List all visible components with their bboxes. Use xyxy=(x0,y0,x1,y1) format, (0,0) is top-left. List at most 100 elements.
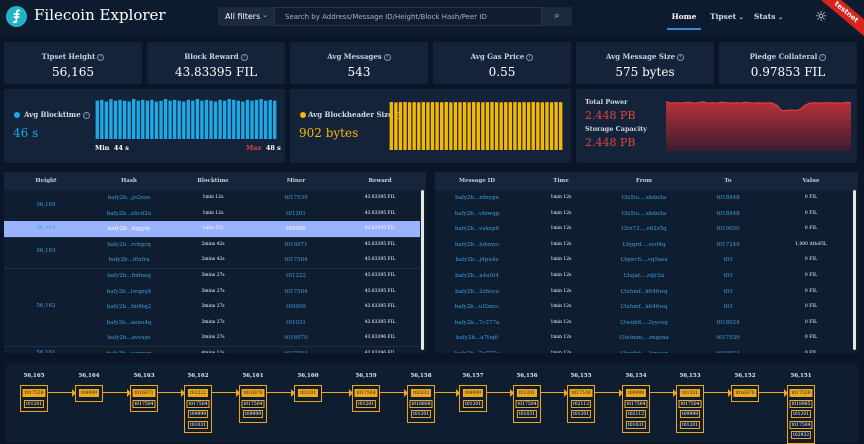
miner-link[interactable]: t09999 xyxy=(286,304,306,311)
block-node[interactable]: t02632 xyxy=(410,389,432,397)
block-node[interactable]: t017504 xyxy=(678,399,702,408)
info-icon[interactable]: i xyxy=(383,54,391,61)
block-node[interactable]: t01201 xyxy=(297,389,319,397)
height-link[interactable]: 56,164 xyxy=(36,225,56,231)
tipset-height-label[interactable]: 56,157 xyxy=(462,373,484,379)
block-node[interactable]: t018808 xyxy=(409,399,433,408)
to-address-link[interactable]: t018924 xyxy=(716,351,739,353)
table-row[interactable]: bafy2b...fn6neq 3mins 27s t01222 43.83395 F… xyxy=(4,268,420,284)
tipset-height-label[interactable]: 56,161 xyxy=(242,373,264,379)
table-row[interactable]: bafy2b...vbiwqg 1min 12s t3z5io....xkdn5a t… xyxy=(435,206,851,222)
block-node[interactable]: t017539 xyxy=(569,389,593,397)
message-id-link[interactable]: bafy2b...vakxp6 xyxy=(454,226,500,233)
filter-select[interactable]: All filters ⌄ xyxy=(218,7,274,26)
tipset-height-label[interactable]: 56,159 xyxy=(355,373,377,379)
height-link[interactable]: 56,165 xyxy=(36,201,56,208)
from-address-link[interactable]: t3z5io....xkdn5a xyxy=(621,210,667,217)
tipset-height-label[interactable]: 56,153 xyxy=(679,373,701,379)
block-node[interactable]: t017539 xyxy=(789,389,813,397)
nav-tipset[interactable]: Tipset ⌄ xyxy=(710,12,744,21)
block-node[interactable]: t01031 xyxy=(625,420,647,429)
block-node[interactable]: t016970 xyxy=(241,389,265,397)
sun-icon[interactable]: ☼ xyxy=(814,9,828,25)
nav-stats[interactable]: Stats ⌄ xyxy=(754,12,783,21)
table-row[interactable]: bafy2b...j4pu4e 1min 12s t3qwc6....vq5asa t… xyxy=(435,252,851,268)
to-address-link[interactable]: t03 xyxy=(723,257,733,264)
table-row[interactable]: bafy2b...i6nfra 2mins 42s t017504 43.83395 … xyxy=(4,252,420,268)
scrollbar[interactable] xyxy=(853,190,856,350)
table-row[interactable]: bafy2b...acnmzx 4mins 12s t017504 43.83396 … xyxy=(4,346,420,353)
block-hash-link[interactable]: bafy2b...jo2nzo xyxy=(107,195,151,201)
table-row[interactable]: bafy2b...xdxyge 1min 12s t3z5io....xkdn5a t… xyxy=(435,190,851,206)
block-node[interactable]: t02932 xyxy=(790,431,812,439)
block-node[interactable]: t01201 xyxy=(23,399,45,408)
table-row[interactable]: bafy2b...rvbgcq 2mins 42s t016971 43.83395 … xyxy=(4,237,420,253)
message-id-link[interactable]: bafy2b...7c277a xyxy=(454,319,500,326)
block-hash-link[interactable]: bafy2b...rvbgcq xyxy=(107,241,151,248)
to-address-link[interactable]: t017249 xyxy=(716,241,740,248)
block-node[interactable]: t01201 xyxy=(790,410,812,418)
table-row[interactable]: bafy2b...aeuu4q 3mins 27s t01031 43.83395 F… xyxy=(4,315,420,331)
block-node[interactable]: t017504 xyxy=(132,399,156,408)
to-address-link[interactable]: t03 xyxy=(723,273,733,279)
block-node[interactable]: t01201 xyxy=(462,399,484,408)
block-node[interactable]: t017504 xyxy=(186,399,210,408)
from-address-link[interactable]: t3wtmm....zngsna xyxy=(619,335,669,342)
tipset-height-label[interactable]: 56,165 xyxy=(23,373,45,379)
tipset-height-label[interactable]: 56,162 xyxy=(187,373,209,379)
block-node[interactable]: t09999 xyxy=(462,389,484,397)
block-hash-link[interactable]: bafy2b...6ggyly xyxy=(107,226,151,233)
block-node[interactable]: t017504 xyxy=(241,399,265,408)
height-link[interactable]: 56,161 xyxy=(36,349,56,353)
block-hash-link[interactable]: bafy2b...acnmzx xyxy=(106,351,151,353)
to-address-link[interactable]: t017539 xyxy=(716,335,740,342)
miner-link[interactable]: t017539 xyxy=(284,195,308,201)
to-address-link[interactable]: t018924 xyxy=(716,319,740,326)
search-input[interactable]: Search by Address/Message ID/Height/Bloc… xyxy=(274,7,542,26)
from-address-link[interactable]: t3rz73....e62z5q xyxy=(621,226,667,233)
block-hash-link[interactable]: bafy2b...avvaze xyxy=(107,335,151,342)
info-icon[interactable]: i xyxy=(97,54,105,61)
height-link[interactable]: 56,162 xyxy=(36,303,56,309)
from-address-link[interactable]: t3uhmf...k646wq xyxy=(620,288,668,295)
block-hash-link[interactable]: bafy2b...fn6neq xyxy=(107,273,151,279)
miner-link[interactable]: t016971 xyxy=(284,241,308,248)
from-address-link[interactable]: t3ujaf....zdjr2a xyxy=(623,273,665,279)
table-row[interactable]: bafy2b...avvaze 3mins 27s t016970 43.83396 … xyxy=(4,330,420,346)
table-row[interactable]: bafy2b...2z6oyo 1min 12s t3uhmf...k646wq t0… xyxy=(435,284,851,300)
to-address-link[interactable]: t019050 xyxy=(716,226,740,233)
block-node[interactable]: t09999 xyxy=(187,410,209,418)
table-row[interactable]: bafy2b...a4ut64 1min 12s t3ujaf....zdjr2a t… xyxy=(435,268,851,284)
block-node[interactable]: t01201 xyxy=(355,399,377,408)
table-row[interactable]: bafy2b...a7tiq6 1min 12s t3wtmm....zngsna t… xyxy=(435,330,851,346)
miner-link[interactable]: t016970 xyxy=(284,335,308,342)
table-row[interactable]: bafy2b...lohmys 1min 12s t3qqrd....eisf4q t… xyxy=(435,237,851,253)
height-link[interactable]: 56,163 xyxy=(36,248,56,255)
info-icon[interactable]: i xyxy=(677,54,685,61)
to-address-link[interactable]: t018848 xyxy=(716,210,740,217)
info-icon[interactable]: i xyxy=(240,54,248,61)
message-id-link[interactable]: bafy2b...7c277a xyxy=(455,351,500,353)
tipset-height-label[interactable]: 56,164 xyxy=(78,373,100,379)
tipset-height-label[interactable]: 56,158 xyxy=(410,373,432,379)
to-address-link[interactable]: t03 xyxy=(723,304,733,311)
block-hash-link[interactable]: bafy2b...fm6tq2 xyxy=(106,304,152,311)
block-node[interactable]: t01031 xyxy=(187,420,209,429)
block-hash-link[interactable]: bafy2b...x6cd2u xyxy=(106,210,152,217)
from-address-link[interactable]: t3wnb6....3yyceq xyxy=(620,319,668,326)
from-address-link[interactable]: t3qqrd....eisf4q xyxy=(622,241,666,248)
app-title[interactable]: Filecoin Explorer xyxy=(34,6,166,24)
scrollbar[interactable] xyxy=(421,190,424,350)
from-address-link[interactable]: t3uhmf...k646wq xyxy=(620,304,668,311)
tipset-height-label[interactable]: 56,151 xyxy=(790,373,812,379)
table-row[interactable]: bafy2b...6ggyly 1min 57s t09999 43.83395 FI… xyxy=(4,221,420,237)
miner-link[interactable]: t017504 xyxy=(284,351,307,353)
table-row[interactable]: bafy2b...fm6tq2 3mins 27s t09999 43.83395 F… xyxy=(4,299,420,315)
miner-link[interactable]: t01031 xyxy=(286,319,306,326)
block-node[interactable]: t016971 xyxy=(132,389,156,397)
block-node[interactable]: t017539 xyxy=(22,389,46,397)
block-node[interactable]: t01031 xyxy=(516,410,538,418)
block-node[interactable]: t01201 xyxy=(570,410,592,418)
block-node[interactable]: t018985 xyxy=(789,399,813,408)
tipset-height-label[interactable]: 56,163 xyxy=(133,373,155,379)
